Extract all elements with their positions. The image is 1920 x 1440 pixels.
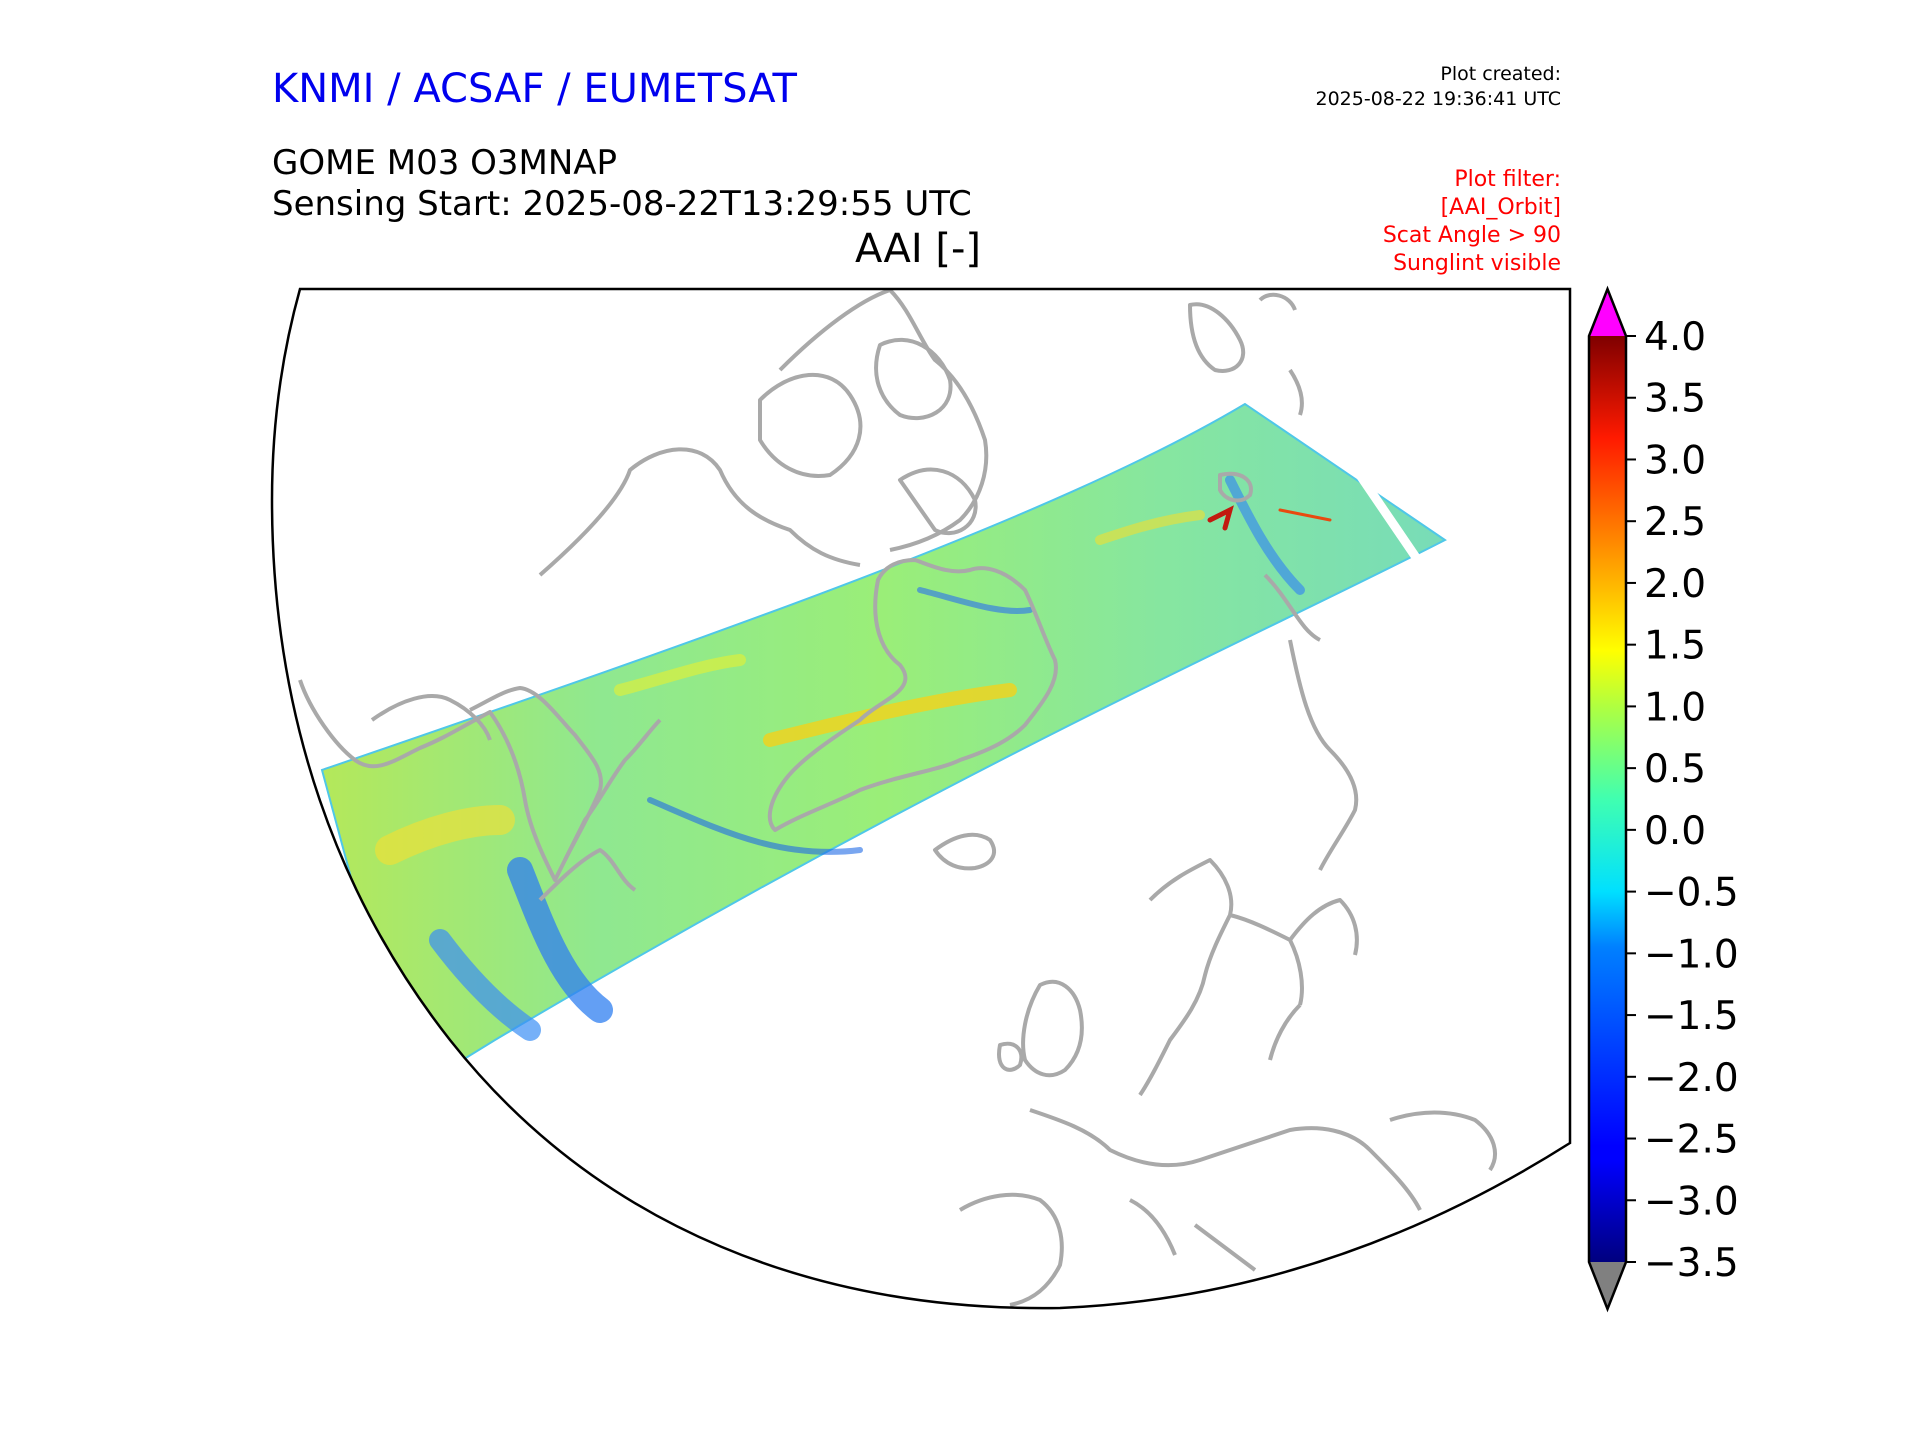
colorbar-tick-label: −3.5 (1644, 1241, 1739, 1286)
organization-title: KNMI / ACSAF / EUMETSAT (272, 66, 797, 112)
colorbar-tick-label: −2.5 (1644, 1118, 1739, 1163)
coast-arctic-islands (538, 338, 978, 577)
swath-edge-gap (1332, 437, 1434, 581)
colorbar-tick-label: 1.0 (1644, 685, 1706, 730)
colorbar-tick-label: −2.0 (1644, 1056, 1739, 1101)
colorbar-tick-label: 2.0 (1644, 562, 1706, 607)
plot-filter: Plot filter: [AAI_Orbit] Scat Angle > 90… (1383, 166, 1561, 278)
coast-ellesmere (778, 289, 989, 552)
colorbar-tick-label: 4.0 (1644, 315, 1706, 360)
coast-iceland (933, 832, 996, 871)
colorbar-tick-label: 3.0 (1644, 438, 1706, 483)
coast-europe-mainland (1029, 1108, 1422, 1211)
product-name: GOME M03 O3MNAP (272, 143, 618, 183)
colorbar-tick-label: 0.0 (1644, 809, 1706, 854)
coast-finland (1288, 898, 1359, 956)
coast-hudson-bay (370, 694, 492, 741)
coast-labrador (538, 848, 637, 902)
colorbar-extend-max (1589, 289, 1626, 336)
coast-russia-north (1288, 639, 1359, 871)
colorbar-tick-label: 2.5 (1644, 500, 1706, 545)
coast-greenland (767, 558, 1058, 832)
plot-created: Plot created: 2025-08-22 19:36:41 UTC (1316, 62, 1562, 112)
coast-canada-mainland (298, 679, 662, 882)
orbit-swath (320, 402, 1447, 1082)
colorbar-extend-min (1589, 1262, 1626, 1309)
colorbar-tick-label: 3.5 (1644, 377, 1706, 422)
coast-baffin (469, 686, 603, 861)
colorbar-tick-label: −1.0 (1644, 932, 1739, 977)
coast-novaya-zemlya (1218, 471, 1322, 642)
coast-italy-med (1129, 1198, 1257, 1272)
map-area (298, 289, 1497, 1307)
plot-title: AAI [-] (855, 226, 981, 272)
coast-black-sea (1389, 1110, 1497, 1172)
colorbar-tick-label: 1.5 (1644, 624, 1706, 669)
colorbar-ticks: 4.0 3.5 3.0 2.5 2.0 1.5 1.0 0.5 0.0 −0.5 −1.0 −1.5 −… (1626, 315, 1739, 1286)
coast-svalbard (1188, 292, 1297, 373)
map-boundary (270, 287, 1572, 1310)
coastlines (298, 289, 1497, 1307)
plot-filter-line: Scat Angle > 90 (1382, 223, 1561, 248)
plot-filter-label: Plot filter: (1454, 167, 1561, 192)
coast-british-isles (997, 979, 1084, 1078)
colorbar-gradient (1589, 336, 1626, 1262)
colorbar-tick-label: −1.5 (1644, 994, 1739, 1039)
plot-created-label: Plot created: (1440, 63, 1561, 85)
coast-scandinavia (1138, 858, 1304, 1097)
plot-created-time: 2025-08-22 19:36:41 UTC (1315, 88, 1562, 110)
plot-filter-line: [AAI_Orbit] (1440, 195, 1561, 220)
sensing-start: Sensing Start: 2025-08-22T13:29:55 UTC (272, 184, 972, 224)
coast-franz-josef (1288, 368, 1304, 416)
colorbar-tick-label: 0.5 (1644, 747, 1706, 792)
colorbar-tick-label: −3.0 (1644, 1179, 1739, 1224)
high-aai-streaks (375, 505, 1332, 865)
colorbar: 4.0 3.5 3.0 2.5 2.0 1.5 1.0 0.5 0.0 −0.5 −1.0 −1.5 −… (1587, 285, 1739, 1313)
plot-filter-line: Sunglint visible (1393, 251, 1561, 276)
colorbar-tick-label: −0.5 (1644, 871, 1739, 916)
low-aai-streaks (429, 475, 1305, 1041)
coast-iberia (958, 1192, 1064, 1307)
